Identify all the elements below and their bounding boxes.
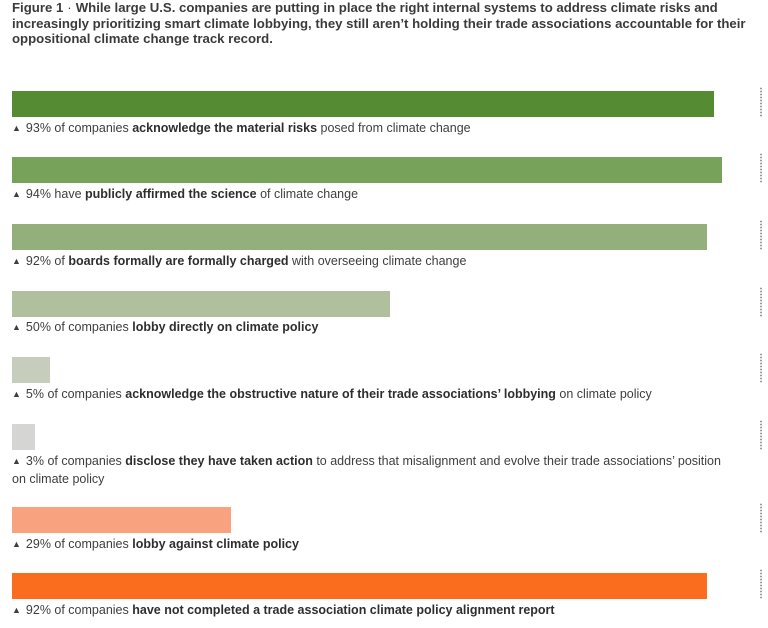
row-dotted-marker	[760, 420, 762, 450]
row-dotted-marker	[760, 569, 762, 599]
triangle-marker-icon: ▲	[12, 605, 21, 615]
bar-8	[12, 573, 707, 599]
label-text: 29% of companies	[25, 537, 133, 551]
bar-label-3: ▲ 92% of boards formally are formally cha…	[12, 253, 732, 271]
row-dotted-marker	[760, 503, 762, 533]
label-text: 50% of companies	[25, 320, 133, 334]
chart-title: Figure 1 · While large U.S. companies are …	[12, 0, 752, 47]
bar-3	[12, 224, 707, 250]
label-emphasis: acknowledge the obstructive nature of th…	[125, 387, 556, 401]
label-text: with overseeing climate change	[288, 254, 467, 268]
label-text: 93% of companies	[25, 121, 133, 135]
triangle-marker-icon: ▲	[12, 389, 21, 399]
label-text: on climate policy	[555, 387, 652, 401]
triangle-marker-icon: ▲	[12, 456, 21, 466]
row-dotted-marker	[760, 353, 762, 383]
bar-label-5: ▲ 5% of companies acknowledge the obstruc…	[12, 386, 732, 404]
title-separator: ·	[67, 0, 72, 15]
label-emphasis: acknowledge the material risks	[132, 121, 318, 135]
bar-6	[12, 424, 35, 450]
bar-label-7: ▲ 29% of companies lobby against climate …	[12, 536, 732, 554]
triangle-marker-icon: ▲	[12, 322, 21, 332]
row-dotted-marker	[760, 220, 762, 250]
label-emphasis: boards formally are formally charged	[68, 254, 289, 268]
bar-4	[12, 291, 390, 317]
figure-label: Figure 1	[12, 0, 64, 15]
triangle-marker-icon: ▲	[12, 539, 21, 549]
label-text: 5% of companies	[25, 387, 126, 401]
label-text: to address that misalignment and evolve …	[12, 454, 721, 486]
bar-7	[12, 507, 231, 533]
bar-1	[12, 91, 715, 117]
label-text: 92% of companies	[25, 603, 133, 617]
bar-label-6: ▲ 3% of companies disclose they have take…	[12, 453, 732, 488]
bar-label-2: ▲ 94% have publicly affirmed the science …	[12, 186, 732, 204]
label-text: 94% have	[25, 187, 85, 201]
label-emphasis: publicly affirmed the science	[85, 187, 257, 201]
bar-5	[12, 357, 50, 383]
label-emphasis: have not completed a trade association c…	[132, 603, 555, 617]
label-text: posed from climate change	[317, 121, 471, 135]
figure-title: While large U.S. companies are putting i…	[12, 0, 746, 46]
label-emphasis: lobby directly on climate policy	[132, 320, 319, 334]
label-text: of climate change	[256, 187, 359, 201]
bar-label-8: ▲ 92% of companies have not completed a t…	[12, 602, 732, 620]
bar-label-4: ▲ 50% of companies lobby directly on clim…	[12, 319, 732, 337]
row-dotted-marker	[760, 287, 762, 317]
row-dotted-marker	[760, 153, 762, 183]
bar-label-1: ▲ 93% of companies acknowledge the materi…	[12, 120, 732, 138]
label-emphasis: lobby against climate policy	[132, 537, 299, 551]
row-dotted-marker	[760, 87, 762, 117]
triangle-marker-icon: ▲	[12, 123, 21, 133]
label-emphasis: disclose they have taken action	[125, 454, 313, 468]
triangle-marker-icon: ▲	[12, 256, 21, 266]
triangle-marker-icon: ▲	[12, 189, 21, 199]
label-text: 92% of	[25, 254, 69, 268]
bar-2	[12, 157, 722, 183]
label-text: 3% of companies	[25, 454, 126, 468]
